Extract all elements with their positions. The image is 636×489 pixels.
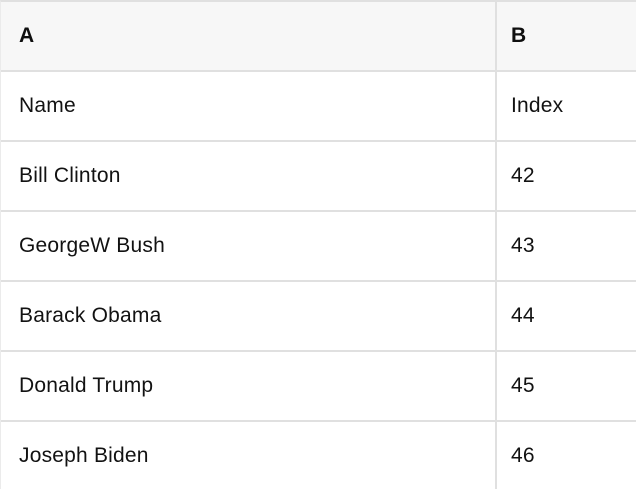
cell-index[interactable]: 42 <box>511 164 535 187</box>
cell-index[interactable]: 44 <box>511 304 535 327</box>
field-name-row: Name Index <box>1 72 636 142</box>
cell-index[interactable]: 43 <box>511 234 535 257</box>
table-row: Barack Obama 44 <box>1 282 636 352</box>
table-row: Joseph Biden 46 <box>1 422 636 489</box>
table-row: Donald Trump 45 <box>1 352 636 422</box>
cell-name[interactable]: Joseph Biden <box>1 422 497 489</box>
cell-field-name[interactable]: Name <box>1 72 497 140</box>
column-header-b[interactable]: B <box>511 24 527 47</box>
table-row: GeorgeW Bush 43 <box>1 212 636 282</box>
cell-index[interactable]: 46 <box>511 444 535 467</box>
cell-name[interactable]: Bill Clinton <box>1 142 497 210</box>
cell-name[interactable]: GeorgeW Bush <box>1 212 497 280</box>
column-header-a[interactable]: A <box>1 2 497 70</box>
column-header-row: A B <box>1 2 636 72</box>
cell-name[interactable]: Barack Obama <box>1 282 497 350</box>
table-row: Bill Clinton 42 <box>1 142 636 212</box>
cell-name[interactable]: Donald Trump <box>1 352 497 420</box>
cell-index[interactable]: 45 <box>511 374 535 397</box>
cell-field-index[interactable]: Index <box>511 94 564 117</box>
